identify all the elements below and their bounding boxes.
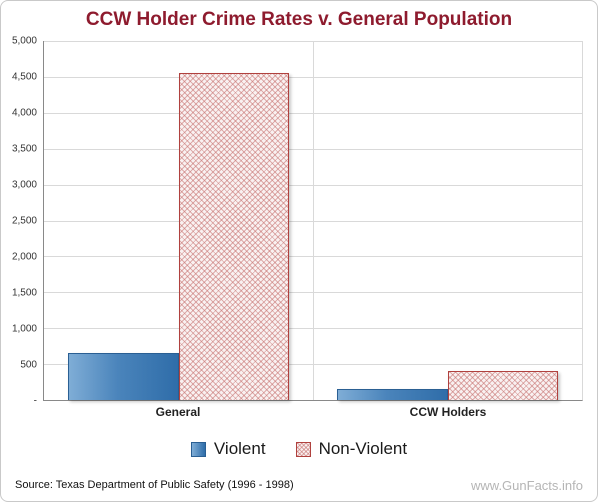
x-label-general: General [155, 405, 201, 419]
bar-group-general [44, 41, 313, 400]
legend-item-nonviolent: Non-Violent [295, 439, 408, 459]
source-text: Source: Texas Department of Public Safet… [15, 479, 294, 491]
bar-group-ccw [313, 41, 582, 400]
watermark-text: www.GunFacts.info [471, 478, 583, 493]
category-divider-line [313, 41, 314, 400]
y-axis-labels: 5,000 4,500 4,000 3,500 3,000 2,500 2,000 1,500… [11, 35, 37, 407]
bar-general-nonviolent [178, 73, 289, 400]
chart-area: 5,000 4,500 4,000 3,500 3,000 2,500 2,000 1,500… [9, 35, 583, 407]
bar-ccw-violent [337, 389, 448, 400]
plot-area [43, 41, 583, 401]
x-label-ccw: CCW Holders [409, 405, 487, 419]
legend-swatch-violent [190, 441, 206, 457]
legend-swatch-nonviolent [295, 441, 311, 457]
chart-title: CCW Holder Crime Rates v. General Popula… [85, 9, 513, 30]
x-axis-labels: General CCW Holders [43, 405, 583, 419]
legend: Violent Non-Violent [1, 439, 597, 459]
bar-groups [44, 41, 582, 400]
bar-general-violent [68, 353, 179, 400]
legend-item-violent: Violent [190, 439, 266, 459]
legend-label-nonviolent: Non-Violent [318, 439, 408, 458]
legend-label-violent: Violent [213, 439, 266, 458]
bar-ccw-nonviolent [447, 371, 558, 400]
